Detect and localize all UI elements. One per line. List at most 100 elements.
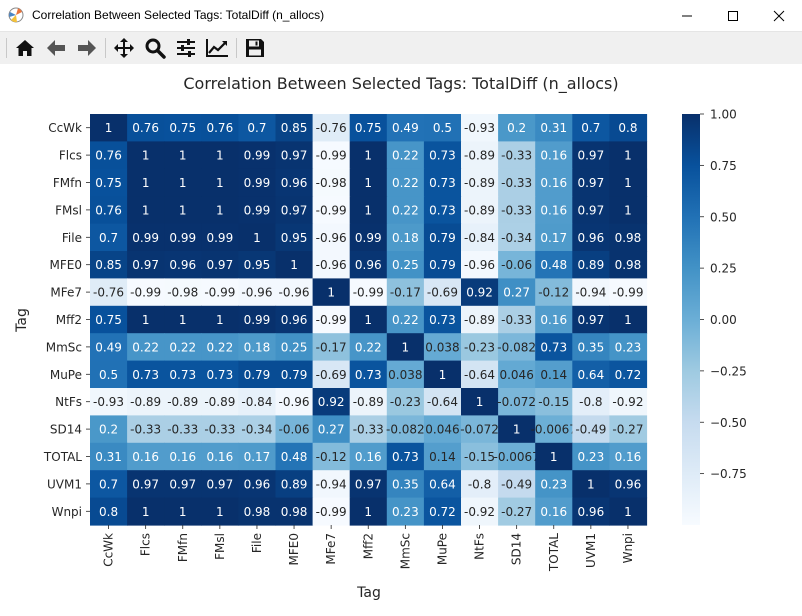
cell-value-label: -0.99 — [316, 149, 347, 163]
heatmap-cell — [461, 305, 499, 334]
heatmap-cell — [498, 442, 536, 471]
x-tick-label: FMsl — [213, 533, 227, 560]
cell-value-label: -0.33 — [501, 176, 532, 190]
heatmap-cell — [201, 223, 239, 252]
heatmap-cell — [275, 141, 314, 170]
heatmap-cell — [349, 305, 388, 334]
heatmap-cell — [461, 251, 499, 279]
cell-value-label: -0.64 — [464, 368, 495, 382]
heatmap-cell — [423, 360, 462, 389]
heatmap-cell — [572, 388, 610, 416]
cell-value-label: 0.99 — [206, 231, 233, 245]
cell-value-label: -0.99 — [316, 203, 347, 217]
heatmap-cell — [201, 196, 239, 225]
maximize-button[interactable] — [710, 0, 756, 31]
heatmap-cell — [423, 442, 462, 471]
cell-value-label: -0.98 — [316, 176, 347, 190]
heatmap-cell — [609, 196, 648, 225]
forward-button[interactable] — [74, 36, 100, 60]
heatmap-cell — [201, 251, 239, 279]
heatmap-cell — [127, 360, 165, 389]
cell-value-label: -0.94 — [575, 286, 606, 300]
heatmap-cell — [90, 141, 128, 170]
heatmap-cell — [423, 141, 462, 170]
x-tick-label: Wnpi — [621, 533, 635, 563]
cell-value-label: 0.97 — [577, 176, 604, 190]
cell-value-label: 0.97 — [355, 477, 382, 491]
cell-value-label: -0.17 — [390, 286, 421, 300]
cell-value-label: -0.072 — [460, 423, 499, 437]
heatmap-cell — [572, 360, 610, 389]
home-button[interactable] — [12, 36, 38, 60]
cell-value-label: -0.33 — [501, 313, 532, 327]
heatmap-cell — [461, 141, 499, 170]
heatmap-cell — [535, 442, 573, 471]
cell-value-label: -0.27 — [612, 423, 643, 437]
heatmap-cell — [127, 251, 165, 279]
maximize-icon — [728, 10, 738, 21]
y-tick-label: FMsl — [55, 203, 82, 217]
edit-axis-button[interactable] — [204, 36, 230, 60]
navigation-toolbar — [0, 32, 802, 65]
cell-value-label: 0.99 — [169, 231, 196, 245]
window-title: Correlation Between Selected Tags: Total… — [32, 8, 325, 22]
cell-value-label: -0.33 — [130, 423, 161, 437]
heatmap-cell — [498, 141, 536, 170]
heatmap-cell — [238, 196, 277, 225]
heatmap-cell — [164, 114, 202, 142]
close-button[interactable] — [756, 0, 802, 31]
cell-value-label: -0.12 — [538, 286, 569, 300]
save-button[interactable] — [242, 36, 268, 60]
cell-value-label: 0.25 — [392, 258, 419, 272]
pan-button[interactable] — [111, 36, 137, 60]
heatmap-cell — [238, 251, 277, 279]
cell-value-label: 0.27 — [503, 286, 530, 300]
cell-value-label: 0.7 — [99, 477, 118, 491]
heatmap-cell — [127, 141, 165, 170]
y-axis-label: Tag — [14, 308, 30, 333]
configure-subplots-button[interactable] — [173, 36, 199, 60]
zoom-button[interactable] — [142, 36, 168, 60]
heatmap-cell — [498, 305, 536, 334]
cell-value-label: 0.75 — [169, 121, 196, 135]
cell-value-label: 1 — [179, 203, 187, 217]
heatmap-cell — [572, 415, 610, 444]
cell-value-label: 0.16 — [615, 450, 642, 464]
x-axis-label: Tag — [356, 585, 381, 601]
cell-value-label: 1 — [364, 203, 372, 217]
cell-value-label: 0.49 — [392, 121, 419, 135]
heatmap-cell — [349, 415, 388, 444]
cell-value-label: 0.14 — [540, 368, 567, 382]
cell-value-label: -0.64 — [427, 395, 458, 409]
cell-value-label: -0.34 — [501, 231, 532, 245]
heatmap-chart: 1 0.76 0.75 0.76 0.7 0.85 -0.76 0.75 0.49 0.5 -0.9… — [14, 108, 747, 602]
heatmap-cell — [312, 415, 351, 444]
heatmap-cell — [386, 305, 425, 334]
heatmap-cell — [127, 196, 165, 225]
heatmap-cell — [90, 114, 128, 142]
heatmap-cell — [275, 388, 314, 416]
cell-value-label: -0.89 — [464, 313, 495, 327]
cell-value-label: 0.046 — [499, 368, 533, 382]
cell-value-label: 0.75 — [95, 176, 122, 190]
heatmap-cell — [498, 251, 536, 279]
heatmap-cell — [609, 333, 648, 362]
heatmap-cell — [201, 415, 239, 444]
heatmap-cell — [535, 497, 573, 526]
cell-value-label: 0.038 — [388, 368, 422, 382]
minimize-button[interactable] — [664, 0, 710, 31]
heatmap-cell — [238, 388, 277, 416]
heatmap-cell — [312, 196, 351, 225]
figure-canvas[interactable]: Correlation Between Selected Tags: Total… — [0, 64, 802, 616]
close-icon — [773, 10, 785, 21]
heatmap-cell — [164, 388, 202, 416]
back-button[interactable] — [43, 36, 69, 60]
cell-value-label: 0.16 — [169, 450, 196, 464]
cell-value-label: 0.35 — [577, 340, 604, 354]
cell-value-label: 0.76 — [206, 121, 233, 135]
cell-value-label: 0.96 — [281, 313, 308, 327]
cell-value-label: 0.98 — [244, 505, 271, 519]
cell-value-label: -0.06 — [279, 423, 310, 437]
y-tick-label: Mff2 — [56, 313, 82, 327]
heatmap-cell — [423, 251, 462, 279]
